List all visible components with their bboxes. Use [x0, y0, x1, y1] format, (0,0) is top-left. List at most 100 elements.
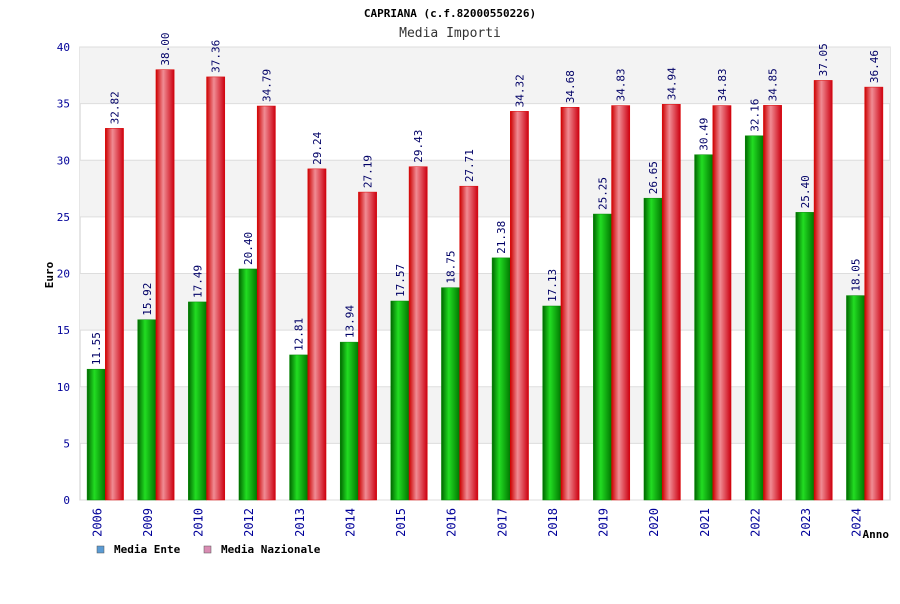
bar-media-ente-2023	[795, 212, 815, 501]
bar-media-ente-2009	[137, 319, 157, 501]
bar-media-ente-2014	[339, 341, 359, 501]
value-label: 37.05	[817, 43, 830, 76]
legend-label-media-ente: Media Ente	[114, 543, 181, 556]
bar-media-nazionale-2023	[813, 80, 833, 501]
x-tick-label: 2013	[293, 508, 307, 537]
bar-media-nazionale-2017	[510, 111, 529, 501]
legend-swatch-media-ente	[96, 545, 105, 554]
y-tick-label: 0	[63, 494, 70, 507]
bar-media-nazionale-2016	[459, 185, 479, 501]
value-label: 34.94	[665, 67, 678, 100]
bar-media-nazionale-2022	[763, 105, 782, 501]
bar-media-ente-2021	[694, 154, 714, 501]
bar-media-ente-2015	[390, 300, 410, 501]
value-label: 21.38	[495, 221, 508, 254]
bar-media-nazionale-2020	[661, 104, 681, 501]
value-label: 26.65	[647, 161, 660, 194]
x-tick-label: 2021	[698, 508, 712, 537]
legend: Media Ente Media Nazionale	[96, 543, 321, 556]
x-tick-label: 2023	[799, 508, 813, 537]
value-label: 34.83	[716, 68, 729, 101]
bar-media-ente-2012	[238, 268, 258, 501]
value-label: 25.25	[596, 177, 609, 210]
y-tick-label: 25	[57, 211, 70, 224]
x-tick-label: 2012	[242, 508, 256, 537]
value-label: 34.79	[260, 69, 273, 102]
bar-media-ente-2019	[593, 213, 612, 501]
y-tick-label: 30	[57, 154, 70, 167]
bar-media-nazionale-2021	[712, 105, 732, 501]
x-tick-label: 2019	[597, 508, 611, 537]
y-tick-label: 10	[57, 381, 70, 394]
value-label: 34.83	[615, 68, 628, 101]
legend-label-media-nazionale: Media Nazionale	[221, 543, 321, 556]
value-label: 32.82	[108, 91, 121, 124]
bar-media-nazionale-2009	[155, 69, 175, 501]
x-tick-label: 2020	[647, 508, 661, 537]
legend-swatch-media-nazionale	[203, 545, 212, 554]
x-tick-label: 2018	[546, 508, 560, 537]
value-label: 37.36	[210, 40, 223, 73]
x-axis-label: Anno	[863, 528, 890, 541]
bar-media-ente-2010	[188, 301, 207, 501]
bar-media-ente-2020	[643, 197, 663, 501]
bar-media-nazionale-2015	[408, 166, 428, 501]
value-label: 36.46	[868, 50, 881, 83]
value-label: 15.92	[141, 283, 154, 316]
value-label: 20.40	[242, 232, 255, 265]
x-tick-label: 2017	[495, 508, 509, 537]
bar-media-nazionale-2019	[611, 105, 631, 501]
bar-media-nazionale-2012	[256, 105, 276, 501]
bars	[86, 69, 884, 501]
value-labels: 11.55 32.82 15.92 38.00 17.49 37.36 20.40 34.79…	[90, 33, 881, 366]
value-label: 11.55	[90, 332, 103, 365]
bar-media-nazionale-2010	[206, 76, 226, 501]
x-tick-label: 2009	[141, 508, 155, 537]
chart-subtitle: Media Importi	[399, 26, 501, 41]
value-label: 25.40	[799, 175, 812, 208]
value-label: 17.49	[191, 265, 204, 298]
value-label: 17.13	[546, 269, 559, 302]
bar-media-nazionale-2018	[560, 106, 580, 501]
value-label: 27.19	[362, 155, 375, 188]
value-label: 30.49	[698, 118, 711, 151]
y-tick-label: 40	[57, 41, 70, 54]
bar-media-ente-2024	[846, 295, 865, 501]
x-tick-label: 2006	[90, 508, 104, 537]
value-label: 34.85	[767, 68, 780, 101]
y-tick-label: 5	[63, 437, 70, 450]
y-axis-ticks: 0 5 10 15 20 25 30 35 40	[57, 41, 70, 507]
value-label: 29.24	[311, 131, 324, 164]
bar-media-ente-2017	[491, 257, 511, 501]
bar-media-ente-2022	[744, 135, 764, 501]
bar-media-nazionale-2006	[105, 128, 124, 501]
x-tick-label: 2010	[192, 508, 206, 537]
value-label: 34.68	[564, 70, 577, 103]
bar-media-nazionale-2013	[307, 168, 327, 501]
x-tick-label: 2014	[343, 508, 357, 537]
bar-media-ente-2016	[441, 287, 460, 501]
y-axis-label: Euro	[43, 261, 56, 288]
x-tick-label: 2015	[394, 508, 408, 537]
value-label: 18.75	[445, 251, 458, 284]
bar-media-ente-2018	[542, 305, 562, 501]
y-tick-label: 35	[57, 98, 70, 111]
value-label: 27.71	[463, 149, 476, 182]
x-tick-label: 2024	[850, 508, 864, 537]
bar-media-nazionale-2024	[864, 86, 884, 501]
bar-media-ente-2013	[289, 354, 309, 501]
chart-title: CAPRIANA (c.f.82000550226)	[364, 7, 536, 20]
value-label: 18.05	[850, 258, 863, 291]
y-tick-label: 20	[57, 268, 70, 281]
value-label: 32.16	[748, 99, 761, 132]
value-label: 13.94	[343, 305, 356, 338]
x-tick-label: 2016	[445, 508, 459, 537]
bar-media-ente-2006	[86, 368, 106, 501]
bar-media-nazionale-2014	[358, 191, 377, 501]
x-axis-ticks: 2006 2009 2010 2012 2013 2014 2015 2016 2017 2018…	[90, 508, 863, 537]
value-label: 34.32	[513, 74, 526, 107]
value-label: 17.57	[394, 264, 407, 297]
y-tick-label: 15	[57, 324, 70, 337]
